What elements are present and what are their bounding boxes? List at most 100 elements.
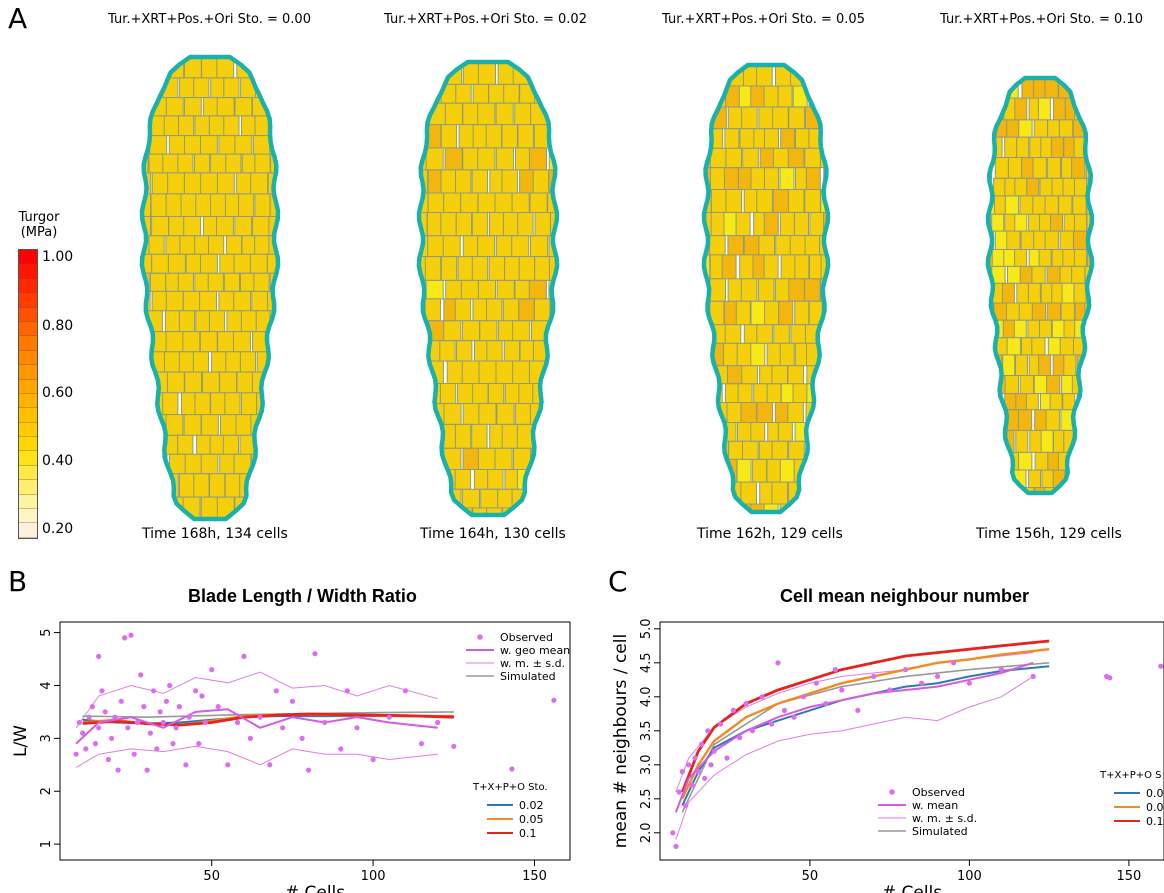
leaf-cell xyxy=(756,324,773,344)
leaf-cell xyxy=(1058,119,1074,138)
leaf-cell xyxy=(418,62,430,85)
leaf-cell xyxy=(804,189,821,213)
leaf-cell xyxy=(234,135,253,155)
mean-line xyxy=(75,708,438,745)
leaf-cell xyxy=(168,135,187,155)
chart-c-sto-label: 0.0 xyxy=(1146,787,1164,800)
observed-point xyxy=(144,767,150,773)
leaf-cell xyxy=(268,57,279,79)
observed-point xyxy=(791,714,797,720)
leaf-cell xyxy=(1016,136,1030,158)
leaf-cell xyxy=(195,310,212,333)
leaf-cell xyxy=(710,212,726,237)
leaf-cell xyxy=(993,469,1007,489)
observed-point xyxy=(241,653,247,659)
leaf-cell xyxy=(424,469,442,490)
x-tick-label: 50 xyxy=(203,869,220,884)
leaf-cell xyxy=(1040,429,1054,453)
leaf-cell xyxy=(528,279,547,300)
colorbar-swatch xyxy=(19,365,37,380)
leaf-cell xyxy=(721,254,737,280)
leaf-cell xyxy=(496,403,515,425)
sd-upper-line xyxy=(75,671,438,729)
observed-point xyxy=(451,743,457,749)
leaf-cell xyxy=(1013,319,1027,339)
y-tick-label: 3 xyxy=(39,734,54,742)
chart-b-legend-sd: w. m. ± s.d. xyxy=(500,657,565,670)
observed-point xyxy=(80,730,86,736)
leaf-cell xyxy=(1052,97,1066,121)
leaf-cell xyxy=(728,440,745,460)
leaf-cell xyxy=(1084,375,1093,395)
y-tick-label: 3.0 xyxy=(639,754,654,775)
chart-c-frame xyxy=(659,621,1164,861)
leaf-cell xyxy=(763,85,779,108)
observed-point xyxy=(215,704,221,710)
leaf-cell xyxy=(710,458,726,483)
leaf-cell xyxy=(763,254,779,280)
chart-b-legend-dot xyxy=(477,634,483,640)
leaf-cell xyxy=(207,272,224,292)
leaf-cell xyxy=(201,57,220,79)
leaf-cell xyxy=(268,473,279,498)
leaf-cell xyxy=(443,403,462,425)
leaf-cell xyxy=(148,57,167,79)
leaf-cell xyxy=(804,65,822,87)
leaf-cell xyxy=(790,324,808,344)
sim-1-title: Tur.+XRT+Pos.+Ori Sto. = 0.00 xyxy=(108,12,311,27)
observed-point xyxy=(855,707,861,713)
observed-point xyxy=(839,687,845,693)
leaf-cell xyxy=(779,212,795,237)
leaf-cell xyxy=(217,331,236,353)
leaf-cell xyxy=(1047,337,1063,356)
leaf-cell xyxy=(151,216,170,237)
leaf-cell xyxy=(234,97,253,117)
leaf-cell xyxy=(819,65,829,87)
leaf-cell xyxy=(194,392,211,416)
observed-point xyxy=(730,707,736,713)
leaf-simulations xyxy=(139,54,1095,522)
leaf-cell xyxy=(1059,230,1074,251)
leaf-cell xyxy=(764,300,780,326)
leaf-cell xyxy=(477,147,496,171)
leaf-cell xyxy=(788,106,805,130)
observed-point xyxy=(176,704,182,710)
leaf-cell xyxy=(737,383,753,403)
leaf-cell xyxy=(478,360,497,384)
observed-point xyxy=(759,694,765,700)
leaf-cell xyxy=(820,440,829,460)
leaf-cell xyxy=(236,371,255,394)
observed-point xyxy=(105,756,111,763)
leaf-cell xyxy=(241,115,258,137)
leaf-cell xyxy=(777,85,793,108)
leaf-cell xyxy=(1002,319,1016,339)
leaf-cell xyxy=(511,235,530,258)
leaf-cell xyxy=(418,360,430,384)
leaf-cell xyxy=(1029,136,1043,158)
leaf-cell xyxy=(200,253,218,274)
leaf-cell xyxy=(454,469,472,490)
observed-point xyxy=(99,688,105,694)
leaf-cell xyxy=(239,351,257,373)
leaf-cell xyxy=(487,383,505,404)
leaf-cell xyxy=(501,169,518,194)
chart-b-sto-label: 0.1 xyxy=(519,827,537,840)
leaf-cell xyxy=(239,272,257,292)
leaf-cell xyxy=(808,422,823,442)
leaf-cell xyxy=(1071,487,1087,493)
leaf-cell xyxy=(1046,265,1061,284)
leaf-cell xyxy=(1018,119,1033,138)
leaf-cell xyxy=(530,235,549,258)
leaf-cell xyxy=(1084,487,1093,493)
leaf-cell xyxy=(418,124,427,149)
leaf-cell xyxy=(1004,195,1020,215)
leaf-cell xyxy=(1050,136,1064,158)
leaf-cell xyxy=(233,290,252,312)
leaf-cell xyxy=(1038,249,1052,267)
colorbar-title-line1: Turgor xyxy=(18,210,60,225)
leaf-cell xyxy=(439,340,456,362)
leaf-cells xyxy=(703,65,829,512)
leaf-cell xyxy=(226,310,243,333)
observed-point xyxy=(711,748,717,754)
leaf-cell xyxy=(443,320,462,342)
